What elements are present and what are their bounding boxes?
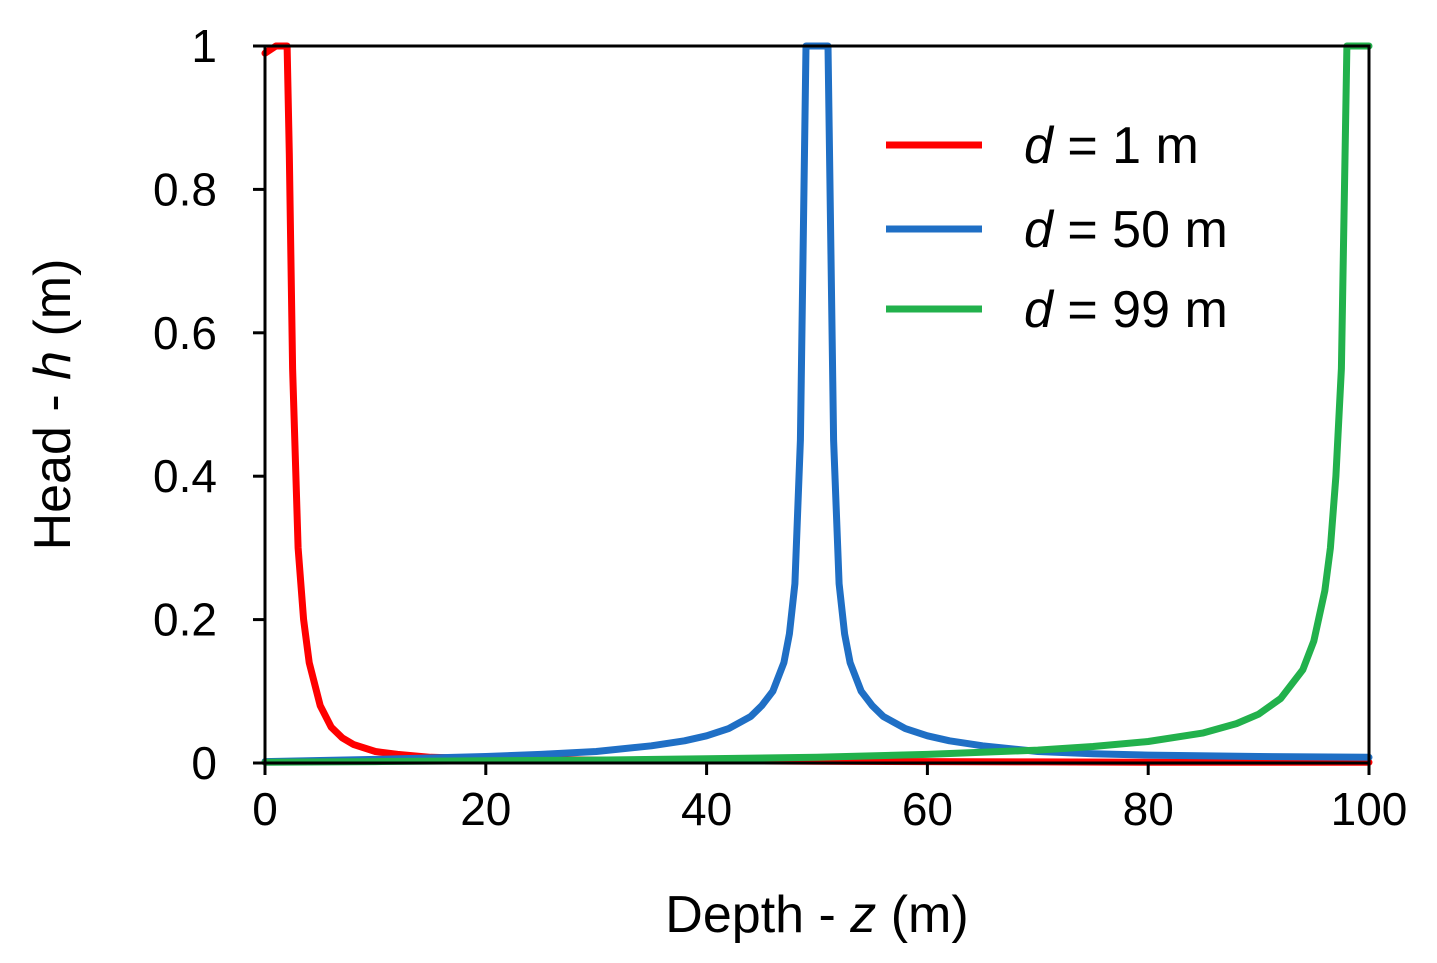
y-tick-label-0: 0	[191, 737, 217, 789]
y-tick-label-4: 0.8	[153, 163, 217, 215]
legend: d = 1 m d = 50 m d = 99 m	[886, 117, 1228, 339]
y-tick-label-1: 0.2	[153, 594, 217, 646]
y-axis-title: Head - h (m)	[24, 259, 82, 551]
y-tick-label-5: 1	[191, 20, 217, 72]
series-line-0	[261, 42, 1373, 766]
legend-label-d1: d = 1 m	[1024, 117, 1199, 175]
x-tick-label-1: 20	[460, 783, 511, 835]
x-tick-label-5: 100	[1331, 783, 1408, 835]
axis-ticks	[253, 44, 1371, 775]
x-tick-label-3: 60	[902, 783, 953, 835]
y-tick-label-3: 0.6	[153, 307, 217, 359]
series-line-2	[261, 42, 1373, 766]
x-tick-label-2: 40	[681, 783, 732, 835]
axis-labels: 0 20 40 60 80 100 0 0.2 0.4 0.6 0.8 1	[153, 20, 1407, 835]
series-layer	[261, 42, 1373, 766]
plot-area-frame	[263, 44, 1371, 765]
legend-label-d99: d = 99 m	[1024, 281, 1228, 339]
legend-label-d50: d = 50 m	[1024, 201, 1228, 259]
y-tick-label-2: 0.4	[153, 450, 217, 502]
x-tick-label-0: 0	[252, 783, 278, 835]
x-axis-title: Depth - z (m)	[665, 886, 968, 944]
x-tick-label-4: 80	[1123, 783, 1174, 835]
series-line-1	[261, 42, 1373, 766]
